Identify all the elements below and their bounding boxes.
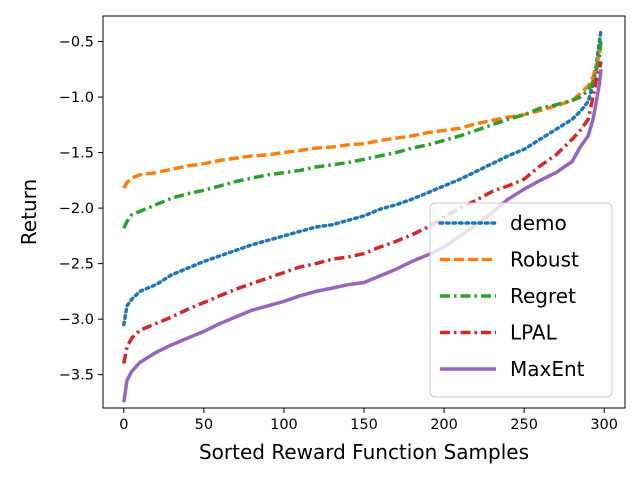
y-axis: −3.5 −3.0 −2.5 −2.0 −1.5 −1.0 −0.5 <box>59 35 103 384</box>
x-tick-label: 50 <box>195 417 213 433</box>
series-line-lpal <box>122 61 603 364</box>
x-axis: 0 50 100 150 200 250 300 <box>119 408 618 433</box>
series-line-maxent <box>122 69 603 403</box>
legend-label-demo: demo <box>510 211 567 235</box>
y-tick-label: −2.5 <box>59 257 94 273</box>
legend-label-maxent: MaxEnt <box>510 357 585 381</box>
x-tick-label: 100 <box>270 417 298 433</box>
x-tick-label: 150 <box>350 417 378 433</box>
y-tick-label: −1.0 <box>59 90 94 106</box>
x-tick-label: 0 <box>119 417 128 433</box>
legend: demo Robust Regret LPAL MaxEnt <box>429 202 613 398</box>
x-axis-title: Sorted Reward Function Samples <box>199 440 529 464</box>
legend-box <box>429 202 613 398</box>
y-tick-label: −0.5 <box>59 35 94 51</box>
series-line-demo <box>122 28 603 327</box>
x-tick-label: 250 <box>510 417 538 433</box>
series-line-regret <box>122 38 603 229</box>
y-tick-label: −2.0 <box>59 201 94 217</box>
x-tick-label: 300 <box>590 417 618 433</box>
y-tick-label: −3.0 <box>59 312 94 328</box>
series-lines <box>122 28 603 403</box>
x-tick-label: 200 <box>430 417 458 433</box>
y-tick-label: −1.5 <box>59 146 94 162</box>
legend-label-lpal: LPAL <box>510 321 558 345</box>
y-tick-label: −3.5 <box>59 368 94 384</box>
legend-label-regret: Regret <box>510 284 576 308</box>
legend-label-robust: Robust <box>510 248 579 272</box>
y-axis-title: Return <box>17 179 41 245</box>
series-line-robust <box>122 41 603 189</box>
